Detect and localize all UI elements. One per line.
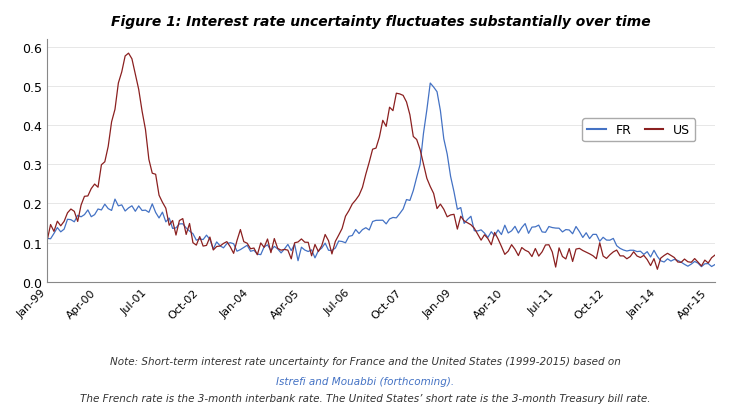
FR bbox=[545, 225, 553, 229]
US bbox=[710, 253, 719, 258]
FR bbox=[710, 263, 719, 267]
US bbox=[124, 52, 133, 56]
FR bbox=[629, 248, 638, 253]
US bbox=[653, 267, 662, 272]
Line: FR: FR bbox=[47, 84, 715, 267]
Legend: FR, US: FR, US bbox=[583, 119, 696, 142]
FR bbox=[466, 214, 475, 219]
US bbox=[466, 223, 475, 228]
FR bbox=[666, 259, 675, 264]
Line: US: US bbox=[47, 54, 715, 270]
US bbox=[545, 243, 553, 247]
FR bbox=[697, 265, 706, 270]
US bbox=[629, 250, 638, 255]
Text: Istrefi and Mouabbi (forthcoming).: Istrefi and Mouabbi (forthcoming). bbox=[276, 376, 454, 386]
Text: Note: Short-term interest rate uncertainty for France and the United States (199: Note: Short-term interest rate uncertain… bbox=[110, 356, 620, 366]
FR bbox=[131, 209, 139, 214]
US bbox=[670, 256, 679, 261]
FR bbox=[426, 81, 434, 86]
FR bbox=[43, 236, 52, 241]
Text: The French rate is the 3-month interbank rate. The United States’ short rate is : The French rate is the 3-month interbank… bbox=[80, 393, 650, 402]
US bbox=[43, 238, 52, 243]
Title: Figure 1: Interest rate uncertainty fluctuates substantially over time: Figure 1: Interest rate uncertainty fluc… bbox=[111, 15, 651, 29]
FR bbox=[91, 213, 99, 218]
US bbox=[134, 88, 143, 92]
US bbox=[91, 182, 99, 187]
